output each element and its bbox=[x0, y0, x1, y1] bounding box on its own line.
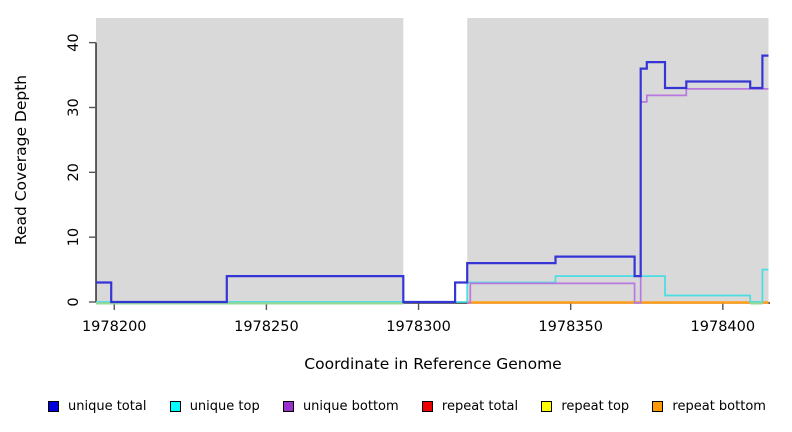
legend-item-repeat-top: repeat top bbox=[541, 399, 629, 414]
series-unique-total bbox=[96, 54, 769, 304]
x-tick-label: 1978300 bbox=[386, 319, 451, 335]
legend-item-unique-top: unique top bbox=[169, 399, 260, 414]
x-tick-label: 1978250 bbox=[234, 319, 299, 335]
unique-bottom-swatch-icon bbox=[282, 401, 294, 412]
x-tick-label: 1978400 bbox=[691, 319, 756, 335]
unique-top-swatch-icon bbox=[169, 401, 181, 412]
x-axis-title: Coordinate in Reference Genome bbox=[304, 355, 562, 373]
chart-canvas: 1978200 1978250 1978300 1978350 1978400 0 10 20… bbox=[66, 18, 770, 335]
unique-total-swatch-icon bbox=[48, 401, 59, 412]
repeat-total-swatch-icon bbox=[421, 401, 433, 412]
y-tick-label: 30 bbox=[66, 98, 82, 116]
y-tick-label: 10 bbox=[66, 228, 82, 246]
repeat-top-swatch-icon bbox=[541, 401, 553, 412]
legend-item-repeat-total: repeat total bbox=[421, 399, 519, 414]
legend-label: unique bottom bbox=[302, 399, 399, 414]
legend-label: unique top bbox=[189, 399, 260, 414]
legend-item-repeat-bottom: repeat bottom bbox=[652, 399, 766, 414]
y-tick-label: 0 bbox=[66, 297, 82, 306]
legend-label: unique total bbox=[68, 399, 147, 414]
x-tick-label: 1978350 bbox=[538, 319, 603, 335]
legend-label: repeat total bbox=[441, 399, 519, 414]
legend-label: repeat top bbox=[561, 399, 630, 414]
legend-label: repeat bottom bbox=[672, 399, 766, 414]
y-tick-label: 40 bbox=[66, 33, 82, 51]
y-axis-title: Read Coverage Depth bbox=[12, 74, 30, 246]
shaded-region bbox=[467, 18, 769, 302]
series-unique-top bbox=[96, 268, 769, 303]
x-tick-label: 1978200 bbox=[82, 319, 147, 335]
y-tick-label: 20 bbox=[66, 163, 82, 181]
shaded-region bbox=[96, 18, 404, 302]
legend-item-unique-total: unique total bbox=[48, 399, 146, 414]
repeat-bottom-swatch-icon bbox=[652, 401, 664, 412]
legend: unique total unique top unique bottom re… bbox=[0, 399, 792, 414]
legend-item-unique-bottom: unique bottom bbox=[282, 399, 399, 414]
